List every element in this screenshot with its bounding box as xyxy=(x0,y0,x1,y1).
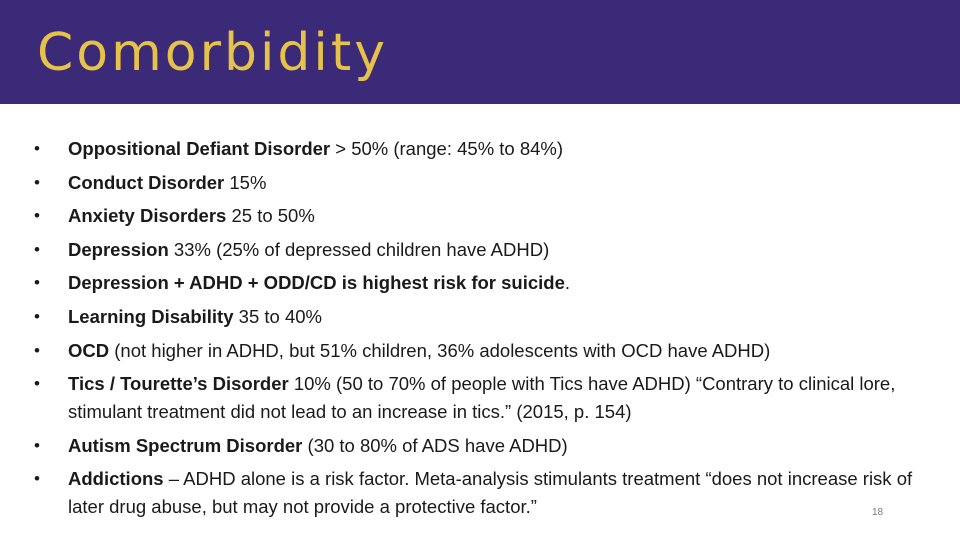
bullet-heading: Tics / Tourette’s Disorder xyxy=(68,373,289,395)
bullet-heading: Addictions xyxy=(68,468,164,490)
bullet-heading: Conduct Disorder xyxy=(68,171,225,193)
slide-title: Comorbidity xyxy=(37,23,389,83)
bullet-icon: • xyxy=(34,139,40,158)
bullet-item: • Conduct Disorder 15% xyxy=(30,169,935,197)
bullet-icon: • xyxy=(34,273,40,293)
page-number: 18 xyxy=(872,507,884,518)
bullet-item: • Addictions – ADHD alone is a risk fact… xyxy=(30,465,935,521)
bullet-item: • Depression + ADHD + ODD/CD is highest … xyxy=(30,269,935,297)
bullet-text: 33% (25% of depressed children have ADHD… xyxy=(168,238,550,260)
bullet-item: • Autism Spectrum Disorder (30 to 80% of… xyxy=(30,432,935,460)
bullet-text: > 50% (range: 45% to 84%) xyxy=(330,138,564,159)
bullet-text: 25 to 50% xyxy=(226,205,315,227)
bullet-icon: • xyxy=(34,374,40,394)
bullet-heading: Depression + ADHD + ODD/CD is highest ri… xyxy=(68,272,565,294)
bullet-text: . xyxy=(564,272,571,294)
bullet-item: • Oppositional Defiant Disorder > 50% (r… xyxy=(30,135,935,163)
bullet-item: • Learning Disability 35 to 40% xyxy=(30,303,935,331)
bullet-icon: • xyxy=(34,340,40,360)
bullet-item: • Tics / Tourette’s Disorder 10% (50 to … xyxy=(30,370,935,426)
bullet-heading: Autism Spectrum Disorder xyxy=(68,434,303,456)
bullet-icon: • xyxy=(34,172,40,192)
bullet-list: • Oppositional Defiant Disorder > 50% (r… xyxy=(30,135,935,527)
bullet-icon: • xyxy=(34,306,40,326)
bullet-icon: • xyxy=(34,435,40,455)
title-bar: Comorbidity xyxy=(0,0,960,104)
bullet-text: – ADHD alone is a risk factor. Meta-anal… xyxy=(68,468,913,518)
bullet-item: • OCD (not higher in ADHD, but 51% child… xyxy=(30,337,935,365)
bullet-item: • Anxiety Disorders 25 to 50% xyxy=(30,202,935,230)
bullet-text: 35 to 40% xyxy=(233,305,322,327)
bullet-text: (not higher in ADHD, but 51% children, 3… xyxy=(109,339,771,361)
bullet-heading: Learning Disability xyxy=(68,305,234,327)
bullet-icon: • xyxy=(34,469,40,489)
bullet-heading: Anxiety Disorders xyxy=(68,205,227,227)
bullet-heading: OCD xyxy=(68,339,110,361)
bullet-text: 15% xyxy=(224,171,267,193)
bullet-text: 10% (50 to 70% of people with Tics have … xyxy=(68,373,896,423)
bullet-heading: Oppositional Defiant Disorder xyxy=(68,138,331,159)
bullet-icon: • xyxy=(34,239,40,259)
bullet-icon: • xyxy=(34,206,40,226)
bullet-item: • Depression 33% (25% of depressed child… xyxy=(30,236,935,264)
bullet-heading: Depression xyxy=(68,238,169,260)
bullet-text: (30 to 80% of ADS have ADHD) xyxy=(302,434,568,456)
